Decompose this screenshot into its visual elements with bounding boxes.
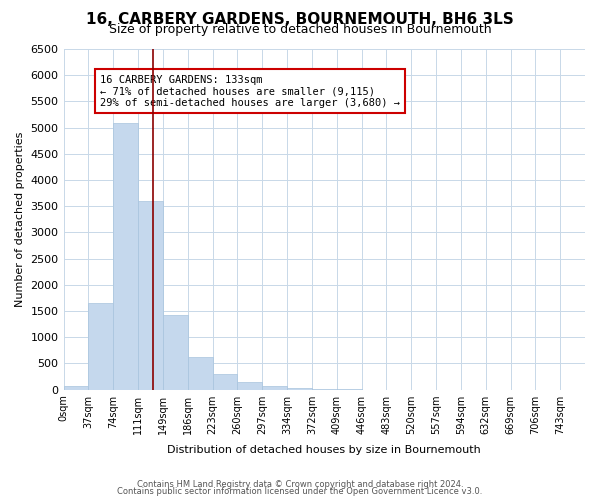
Bar xyxy=(163,314,188,390)
Bar xyxy=(212,374,238,390)
Bar xyxy=(88,303,113,390)
Bar xyxy=(113,124,138,390)
Text: 16, CARBERY GARDENS, BOURNEMOUTH, BH6 3LS: 16, CARBERY GARDENS, BOURNEMOUTH, BH6 3L… xyxy=(86,12,514,28)
Bar xyxy=(188,357,212,390)
Text: Size of property relative to detached houses in Bournemouth: Size of property relative to detached ho… xyxy=(109,22,491,36)
Text: 16 CARBERY GARDENS: 133sqm
← 71% of detached houses are smaller (9,115)
29% of s: 16 CARBERY GARDENS: 133sqm ← 71% of deta… xyxy=(100,74,400,108)
Bar xyxy=(262,386,287,390)
Bar xyxy=(287,388,312,390)
Y-axis label: Number of detached properties: Number of detached properties xyxy=(15,132,25,307)
Text: Contains HM Land Registry data © Crown copyright and database right 2024.: Contains HM Land Registry data © Crown c… xyxy=(137,480,463,489)
Bar xyxy=(64,386,88,390)
Bar xyxy=(138,201,163,390)
X-axis label: Distribution of detached houses by size in Bournemouth: Distribution of detached houses by size … xyxy=(167,445,481,455)
Bar xyxy=(238,382,262,390)
Text: Contains public sector information licensed under the Open Government Licence v3: Contains public sector information licen… xyxy=(118,488,482,496)
Bar xyxy=(312,389,337,390)
